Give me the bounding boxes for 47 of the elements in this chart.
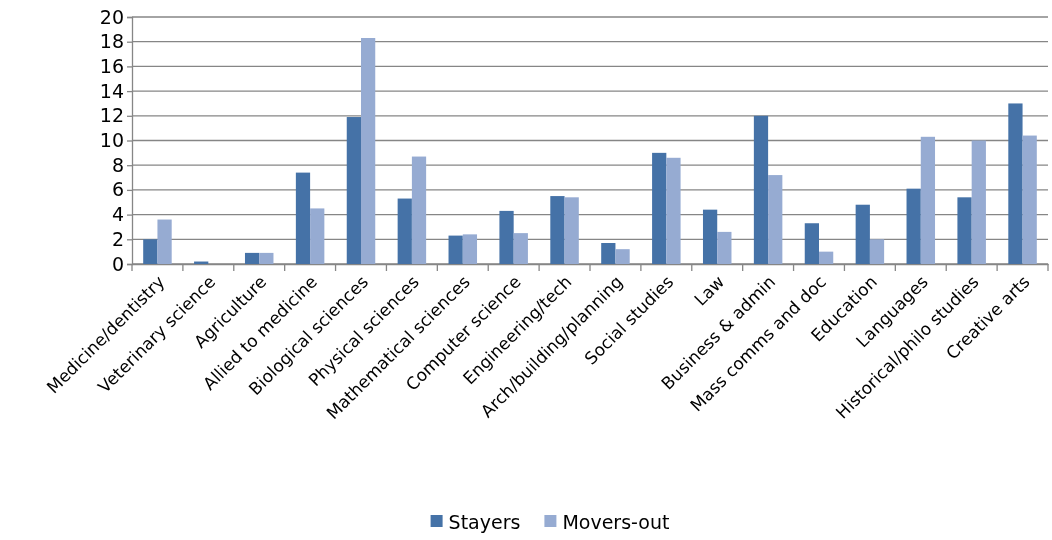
bar [702, 209, 718, 264]
bar [550, 196, 565, 264]
y-tick-label: 16 [99, 54, 124, 77]
bar [1008, 103, 1023, 264]
y-tick-label: 14 [99, 79, 124, 102]
bar [717, 231, 732, 264]
bar [564, 197, 579, 264]
y-tick-label: 10 [99, 129, 124, 152]
bar [157, 219, 172, 264]
bar [411, 156, 427, 264]
bar [244, 252, 260, 264]
bar [143, 239, 158, 264]
bar [361, 37, 376, 264]
bar [462, 234, 478, 264]
bar [295, 172, 311, 264]
bar [615, 249, 630, 264]
bar [499, 210, 514, 264]
bar [804, 223, 819, 264]
bar [666, 157, 681, 264]
y-tick-label: 8 [111, 153, 124, 176]
bar [920, 136, 936, 264]
bar [652, 152, 667, 264]
bar [971, 140, 986, 264]
bar [957, 197, 972, 264]
bar [768, 175, 783, 264]
bar [513, 233, 528, 264]
bar [819, 251, 834, 264]
bar [259, 252, 274, 264]
y-tick-label: 2 [111, 227, 124, 250]
y-tick-label: 12 [99, 104, 124, 127]
legend-label: Stayers [448, 510, 521, 533]
bar [310, 208, 325, 264]
y-tick-label: 4 [111, 203, 124, 226]
bar [448, 235, 463, 264]
bar [1022, 135, 1037, 264]
y-tick-label: 18 [99, 30, 124, 53]
bar [601, 243, 616, 264]
bar [397, 198, 412, 264]
y-tick-label: 20 [99, 5, 124, 28]
bar [346, 117, 361, 264]
bar [753, 115, 769, 264]
y-tick-label: 0 [111, 252, 124, 275]
legend-label: Movers-out [562, 510, 670, 533]
y-tick-label: 6 [111, 178, 124, 201]
bar [906, 188, 921, 264]
bar [869, 239, 885, 264]
bar [855, 204, 870, 264]
